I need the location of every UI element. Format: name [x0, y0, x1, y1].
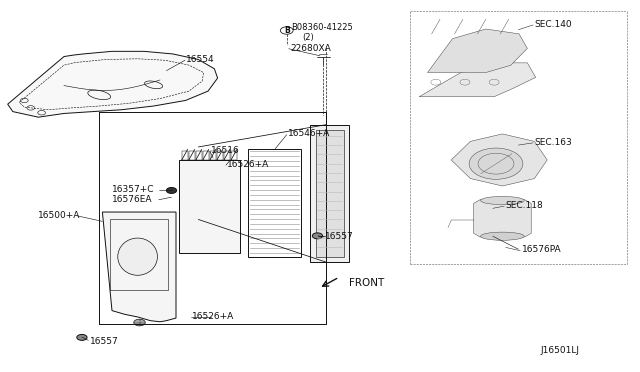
Circle shape [134, 319, 145, 326]
Text: 16576EA: 16576EA [112, 195, 152, 204]
Text: 16546+A: 16546+A [288, 129, 330, 138]
Text: SEC.163: SEC.163 [534, 138, 572, 147]
Polygon shape [474, 200, 531, 237]
Bar [310, 125, 349, 262]
Text: SEC.140: SEC.140 [534, 20, 572, 29]
Text: (2): (2) [302, 33, 314, 42]
Text: B08360-41225: B08360-41225 [291, 23, 353, 32]
Text: 16557: 16557 [325, 232, 354, 241]
Text: 16554: 16554 [186, 55, 214, 64]
Bar [316, 130, 344, 257]
Bar [248, 149, 301, 257]
Circle shape [77, 334, 87, 340]
Polygon shape [451, 134, 547, 186]
Circle shape [469, 148, 523, 179]
Text: 16576PA: 16576PA [522, 246, 561, 254]
Circle shape [312, 233, 323, 239]
Text: 16500+A: 16500+A [38, 211, 81, 220]
Text: 16357+C: 16357+C [112, 185, 154, 194]
Text: J16501LJ: J16501LJ [541, 346, 580, 355]
Text: 16526+A: 16526+A [192, 312, 234, 321]
Text: 16516: 16516 [211, 146, 240, 155]
Text: 16526+A: 16526+A [227, 160, 269, 169]
Ellipse shape [481, 232, 524, 240]
Text: B: B [284, 26, 289, 35]
Bar [110, 219, 168, 290]
Text: SEC.118: SEC.118 [506, 201, 543, 210]
Text: FRONT: FRONT [349, 279, 384, 288]
Polygon shape [102, 212, 176, 322]
Circle shape [166, 187, 177, 193]
Polygon shape [8, 51, 218, 117]
Bar [179, 160, 240, 253]
Text: 22680XA: 22680XA [290, 44, 331, 53]
Polygon shape [419, 63, 536, 97]
Text: 16557: 16557 [90, 337, 118, 346]
Ellipse shape [118, 238, 157, 275]
Ellipse shape [481, 196, 524, 205]
Polygon shape [428, 29, 527, 73]
